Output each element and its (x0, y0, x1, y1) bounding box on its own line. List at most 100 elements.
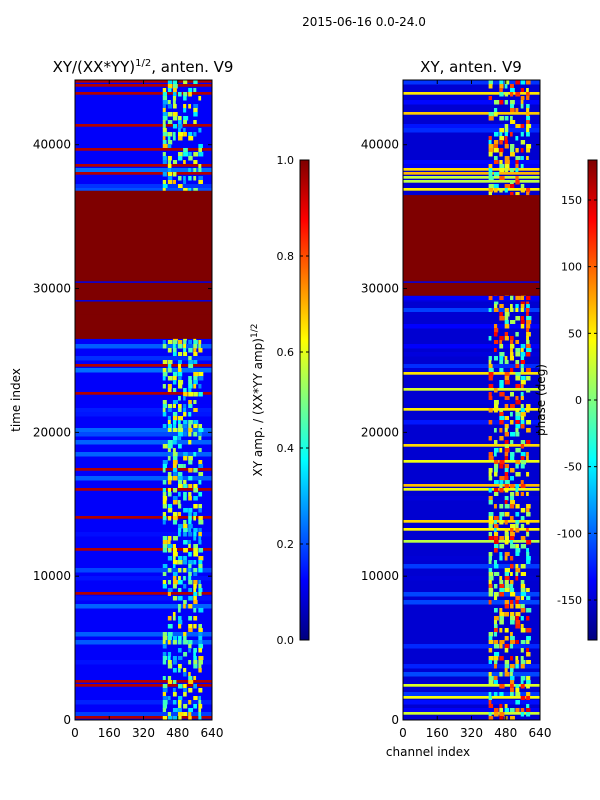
heatmap-cell (198, 376, 204, 381)
heatmap-cell (499, 152, 503, 157)
heatmap-cell (162, 692, 167, 697)
heatmap-row (75, 476, 212, 481)
heatmap-cell (526, 492, 529, 497)
heatmap-cell (198, 560, 203, 565)
heatmap-cell (515, 164, 519, 169)
heatmap-cell (526, 156, 529, 161)
panel-phase-title: XY, anten. V9 (420, 58, 522, 76)
heatmap-cell (510, 528, 514, 533)
heatmap-cell (172, 428, 178, 433)
heatmap-cell (520, 696, 526, 701)
heatmap-cell (504, 540, 509, 545)
heatmap-cell (493, 520, 497, 525)
heatmap-cell (188, 640, 193, 645)
heatmap-cell (526, 420, 532, 425)
heatmap-cell (499, 588, 505, 593)
heatmap-cell (499, 516, 503, 521)
heatmap-cell (515, 512, 520, 517)
heatmap-cell (526, 456, 529, 461)
heatmap-cell (515, 108, 519, 113)
heatmap-cell (515, 472, 521, 477)
heatmap-cell (515, 168, 519, 173)
heatmap-cell (183, 576, 186, 581)
heatmap-cell (183, 392, 188, 397)
heatmap-cell (193, 652, 196, 657)
heatmap-cell (193, 340, 198, 345)
heatmap-cell (183, 412, 187, 417)
heatmap-cell (510, 604, 514, 609)
heatmap-cell (526, 336, 530, 341)
heatmap-cell (499, 336, 504, 341)
heatmap-cell (167, 508, 173, 513)
heatmap-cell (183, 568, 187, 573)
heatmap-amplitude (75, 80, 212, 720)
heatmap-cell (178, 576, 181, 581)
heatmap-cell (178, 512, 182, 517)
heatmap-row (75, 700, 212, 705)
heatmap-cell (188, 384, 193, 389)
heatmap-cell (172, 520, 178, 525)
heatmap-cell (504, 84, 508, 89)
heatmap-cell (504, 572, 509, 577)
heatmap-cell (178, 504, 182, 509)
heatmap-cell (188, 572, 192, 577)
heatmap-row (75, 632, 212, 637)
heatmap-cell (515, 488, 519, 493)
heatmap-cell (488, 500, 493, 505)
heatmap-cell (162, 144, 168, 149)
heatmap-cell (167, 632, 173, 637)
heatmap-cell (172, 352, 177, 357)
heatmap-cell (193, 624, 197, 629)
heatmap-cell (188, 152, 192, 157)
heatmap-cell (520, 676, 526, 681)
heatmap-row-stripe (403, 388, 540, 391)
heatmap-cell (172, 596, 178, 601)
heatmap-cell (526, 508, 530, 513)
heatmap-row-stripe (403, 484, 540, 487)
heatmap-cell (515, 80, 520, 85)
heatmap-cell (499, 380, 504, 385)
heatmap-cell (526, 428, 531, 433)
heatmap-cell (504, 156, 510, 161)
heatmap-cell (167, 364, 172, 369)
heatmap-cell (493, 536, 499, 541)
heatmap-cell (172, 556, 176, 561)
heatmap-cell (183, 344, 187, 349)
heatmap-cell (488, 392, 492, 397)
heatmap-cell (499, 712, 505, 717)
x-tick-label: 640 (201, 726, 224, 740)
heatmap-cell (183, 80, 188, 85)
heatmap-cell (188, 88, 193, 93)
heatmap-cell (178, 152, 183, 157)
heatmap-cell (488, 368, 494, 373)
heatmap-row-stripe (75, 592, 212, 595)
heatmap-cell (188, 168, 191, 173)
heatmap-cell (515, 424, 521, 429)
heatmap-cell (162, 160, 167, 165)
heatmap-cell (510, 336, 514, 341)
heatmap-row (403, 708, 540, 713)
heatmap-cell (488, 636, 493, 641)
heatmap-cell (515, 420, 520, 425)
heatmap-cell (499, 148, 504, 153)
heatmap-cell (188, 404, 193, 409)
heatmap-cell (510, 432, 516, 437)
heatmap-saturated-block (75, 314, 212, 326)
heatmap-cell (515, 620, 521, 625)
heatmap-cell (193, 484, 198, 489)
heatmap-cell (499, 640, 505, 645)
heatmap-cell (198, 700, 202, 705)
heatmap-cell (504, 456, 509, 461)
heatmap-cell (167, 492, 172, 497)
heatmap-cell (515, 180, 520, 185)
heatmap-cell (520, 384, 524, 389)
y-tick-label: 10000 (33, 569, 71, 583)
heatmap-cell (193, 360, 198, 365)
heatmap-cell (488, 712, 492, 717)
heatmap-cell (167, 348, 172, 353)
heatmap-cell (172, 472, 178, 477)
heatmap-cell (520, 508, 526, 513)
heatmap-cell (172, 496, 178, 501)
colorbar-tick-label: 0.2 (277, 538, 295, 551)
heatmap-cell (493, 440, 498, 445)
